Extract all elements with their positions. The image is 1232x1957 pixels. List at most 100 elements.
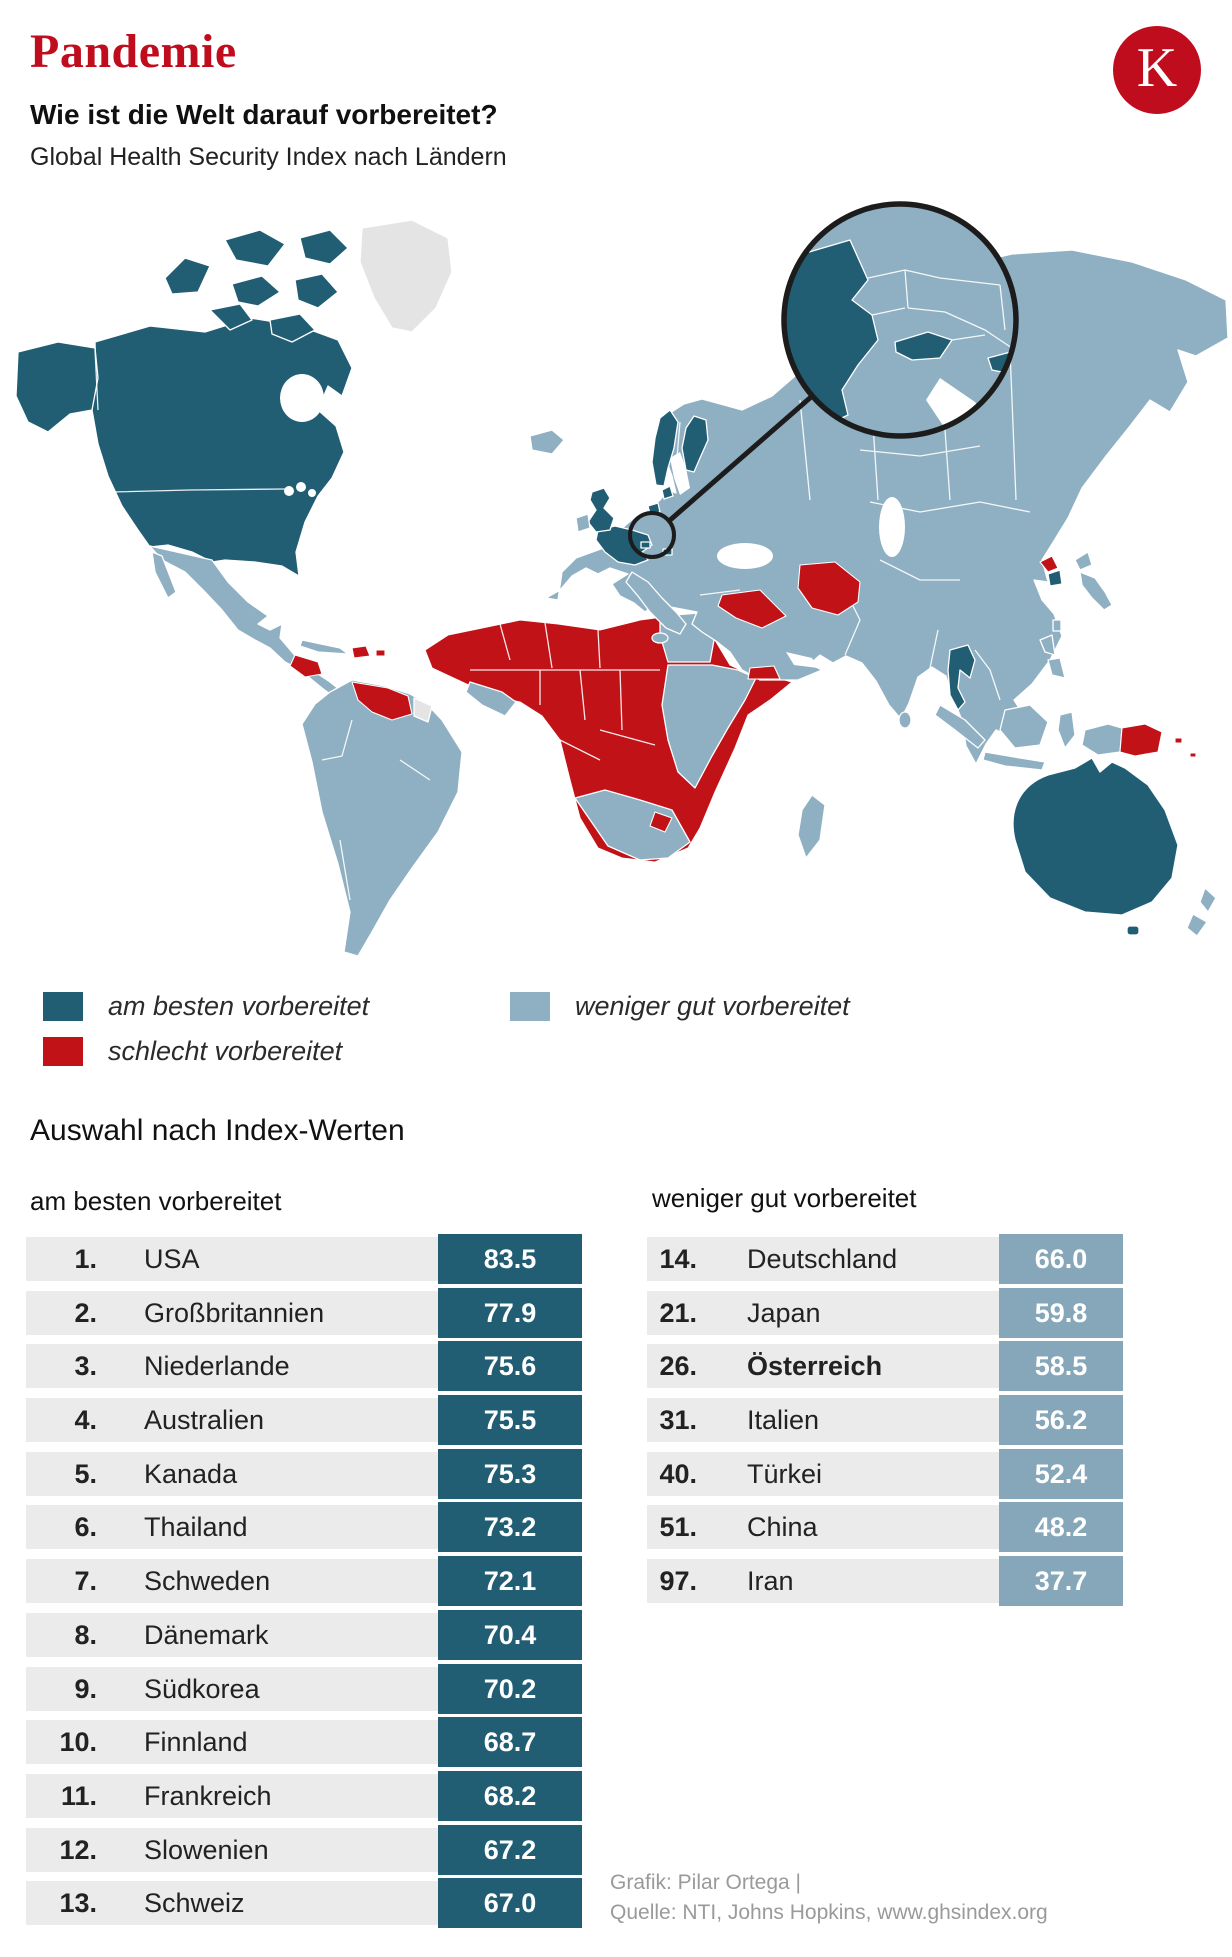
index-value: 73.2	[438, 1502, 582, 1553]
column-header-less: weniger gut vorbereitet	[652, 1183, 917, 1213]
row-background	[26, 1290, 438, 1335]
map-east-asia-islands	[898, 551, 1113, 729]
country-label: Niederlande	[144, 1351, 290, 1382]
world-map	[15, 201, 1229, 957]
country-label: Thailand	[144, 1512, 248, 1543]
map-africa	[424, 611, 826, 863]
row-background	[26, 1720, 438, 1765]
rank-label: 21.	[659, 1297, 697, 1328]
country-label: Dänemark	[144, 1619, 269, 1650]
map-british-isles	[529, 429, 615, 533]
table-row: 7. Schweden 72.1	[26, 1556, 582, 1607]
legend-swatch-less	[510, 992, 550, 1021]
country-label: Österreich	[747, 1351, 883, 1382]
table-row-highlighted: 26. Österreich 58.5	[647, 1341, 1123, 1392]
legend-label-poor: schlecht vorbereitet	[108, 1036, 343, 1066]
map-australia	[1012, 757, 1217, 937]
index-value: 66.0	[999, 1234, 1123, 1284]
country-label: Frankreich	[144, 1780, 272, 1811]
index-value: 75.6	[438, 1341, 582, 1392]
rank-label: 14.	[659, 1244, 697, 1274]
table-row: 1. USA 83.5	[26, 1234, 582, 1284]
rank-label: 8.	[74, 1619, 97, 1650]
index-value: 67.0	[438, 1878, 582, 1929]
rank-label: 40.	[659, 1458, 697, 1489]
table-row: 8. Dänemark 70.4	[26, 1609, 582, 1660]
index-value: 68.7	[438, 1717, 582, 1768]
row-background	[647, 1398, 999, 1443]
table-less-prepared: 14. Deutschland 66.0 21. Japan 59.8 26. Öster…	[647, 1234, 1123, 1607]
rank-label: 6.	[74, 1512, 97, 1543]
row-background	[26, 1881, 438, 1926]
table-row: 9. Südkorea 70.2	[26, 1663, 582, 1714]
row-background	[647, 1451, 999, 1496]
page-subtitle: Global Health Security Index nach Länder…	[30, 143, 507, 171]
table-row: 40. Türkei 52.4	[647, 1448, 1123, 1499]
rank-label: 31.	[659, 1405, 697, 1436]
row-background	[26, 1344, 438, 1389]
index-value: 83.5	[438, 1234, 582, 1284]
country-label: Japan	[747, 1297, 821, 1328]
table-row: 5. Kanada 75.3	[26, 1448, 582, 1499]
rank-label: 13.	[59, 1888, 97, 1919]
row-background	[647, 1559, 999, 1604]
credits: Grafik: Pilar Ortega | Quelle: NTI, John…	[610, 1868, 1048, 1928]
map-eurasia	[545, 249, 1229, 765]
table-row: 51. China 48.2	[647, 1502, 1123, 1553]
index-value: 52.4	[999, 1448, 1123, 1499]
row-background	[647, 1344, 999, 1389]
country-label: Schweiz	[144, 1888, 245, 1919]
map-greenland	[359, 219, 453, 333]
row-background	[26, 1559, 438, 1604]
table-row: 21. Japan 59.8	[647, 1287, 1123, 1338]
row-background	[647, 1237, 999, 1281]
index-value: 70.2	[438, 1663, 582, 1714]
row-background	[26, 1773, 438, 1818]
page-title: Wie ist die Welt darauf vorbereitet?	[30, 99, 498, 130]
row-background	[26, 1666, 438, 1711]
legend-swatch-best	[43, 992, 83, 1021]
rank-label: 12.	[59, 1834, 97, 1865]
index-value: 58.5	[999, 1341, 1123, 1392]
country-label: Türkei	[747, 1458, 823, 1489]
table-row: 13. Schweiz 67.0	[26, 1878, 582, 1929]
country-label: Australien	[144, 1405, 265, 1436]
table-row: 31. Italien 56.2	[647, 1395, 1123, 1446]
rank-label: 1.	[74, 1244, 97, 1274]
row-background	[26, 1827, 438, 1872]
index-value: 67.2	[438, 1824, 582, 1875]
rank-label: 7.	[74, 1566, 97, 1597]
table-row: 2. Großbritannien 77.9	[26, 1287, 582, 1338]
country-label: Kanada	[144, 1458, 238, 1489]
section-title: Auswahl nach Index-Werten	[30, 1114, 405, 1147]
country-label: Deutschland	[747, 1244, 898, 1274]
row-background	[26, 1451, 438, 1496]
row-background	[26, 1398, 438, 1443]
source-line: Quelle: NTI, Johns Hopkins, www.ghsindex…	[610, 1901, 1048, 1924]
country-label: Slowenien	[144, 1834, 269, 1865]
legend-swatch-poor	[43, 1037, 83, 1066]
row-background	[26, 1505, 438, 1550]
index-value: 77.9	[438, 1287, 582, 1338]
table-row: 14. Deutschland 66.0	[647, 1234, 1123, 1284]
column-header-best: am besten vorbereitet	[30, 1186, 282, 1216]
rank-label: 26.	[659, 1351, 697, 1382]
table-row: 11. Frankreich 68.2	[26, 1770, 582, 1821]
rank-label: 4.	[74, 1405, 97, 1436]
rank-label: 97.	[659, 1566, 697, 1597]
map-south-america	[301, 679, 463, 957]
table-row: 10. Finnland 68.7	[26, 1717, 582, 1768]
country-label: Schweden	[144, 1566, 271, 1597]
credit-line: Grafik: Pilar Ortega |	[610, 1871, 802, 1894]
rank-label: 2.	[74, 1297, 97, 1328]
country-label: USA	[144, 1244, 200, 1274]
legend-label-best: am besten vorbereitet	[108, 991, 370, 1021]
country-label: China	[747, 1512, 818, 1543]
kurier-logo-letter: K	[1136, 37, 1178, 99]
table-row: 4. Australien 75.5	[26, 1395, 582, 1446]
country-label: Italien	[747, 1405, 820, 1436]
country-label: Großbritannien	[144, 1297, 325, 1328]
country-label: Iran	[747, 1566, 794, 1597]
table-best-prepared: 1. USA 83.5 2. Großbritannien 77.9 3. Niederl…	[26, 1234, 582, 1929]
map-north-america	[15, 229, 353, 577]
